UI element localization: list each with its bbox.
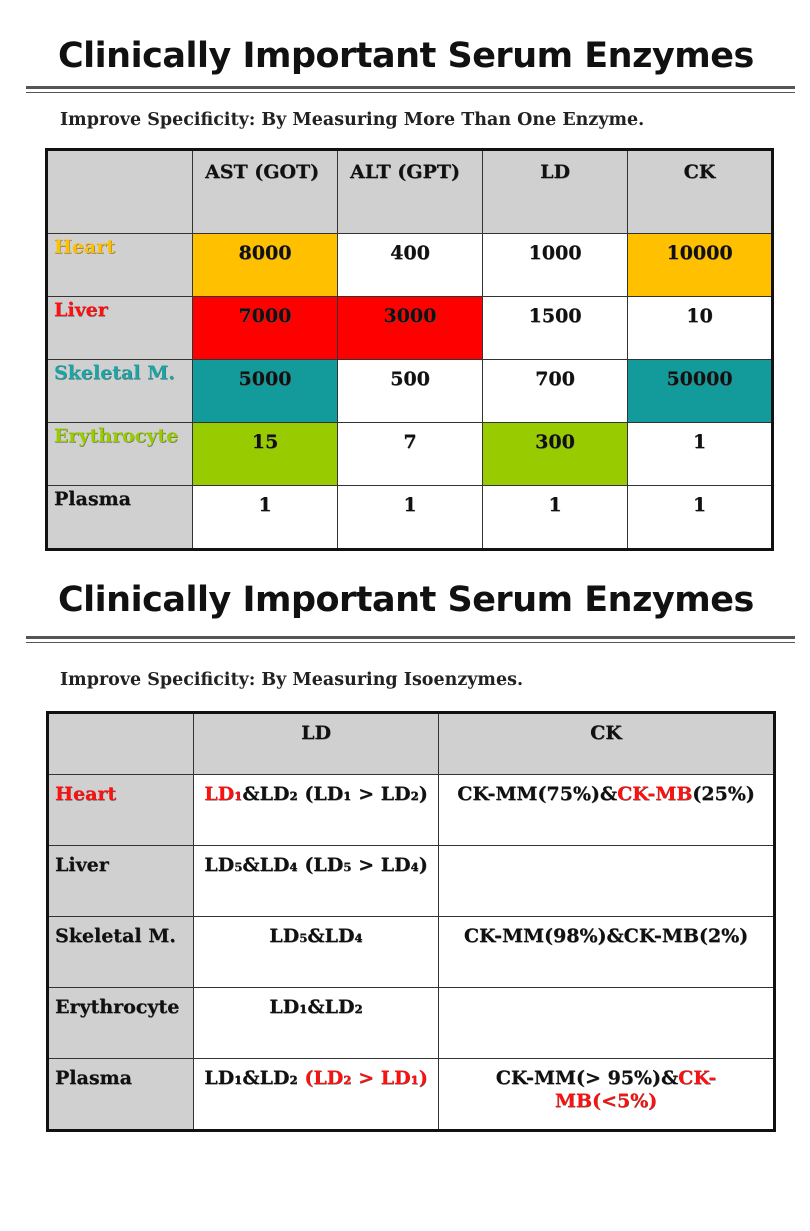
table-cell: 1: [192, 485, 338, 550]
row-label-skeletal: Skeletal M.: [47, 916, 194, 988]
table-cell: 5000: [192, 359, 338, 423]
column-header-ld: LD: [193, 712, 439, 775]
table-cell: 1: [627, 485, 773, 550]
table-cell-ld: LD₁&LD₂ (LD₁ > LD₂): [193, 774, 439, 846]
table-cell-ck: [438, 987, 775, 1059]
table-row: Heart 8000 400 1000 10000: [46, 233, 773, 297]
subtitle: Improve Specificity: By Measuring Isoenz…: [60, 670, 524, 690]
subtitle: Improve Specificity: By Measuring More T…: [60, 110, 645, 130]
isoenzyme-table: LD CK Heart LD₁&LD₂ (LD₁ > LD₂) CK-MM(75…: [46, 711, 776, 1132]
column-header-ck: CK: [627, 149, 773, 234]
table-cell: 8000: [192, 233, 338, 297]
title-underline: [26, 636, 795, 639]
title-underline-thin: [26, 642, 795, 643]
row-label-erythrocyte: Erythrocyte: [47, 987, 194, 1059]
table-cell: 400: [337, 233, 483, 297]
row-label-skeletal: Skeletal M.: [46, 359, 193, 423]
table-cell-ck: CK-MM(98%)&CK-MB(2%): [438, 916, 775, 988]
table-cell: 700: [482, 359, 628, 423]
row-label-liver: Liver: [46, 296, 193, 360]
table-row: Liver 7000 3000 1500 10: [46, 296, 773, 360]
table-cell: 10000: [627, 233, 773, 297]
column-header-ast: AST (GOT): [192, 149, 338, 234]
page-title: Clinically Important Serum Enzymes: [58, 580, 754, 620]
table-cell: 500: [337, 359, 483, 423]
table-cell: 1: [627, 422, 773, 486]
table-cell-ld: LD₁&LD₂: [193, 987, 439, 1059]
row-label-liver: Liver: [47, 845, 194, 917]
table-cell-ck: CK-MM(75%)&CK-MB(25%): [438, 774, 775, 846]
table-cell: 1: [482, 485, 628, 550]
table-cell: 3000: [337, 296, 483, 360]
header-corner: [47, 712, 194, 775]
table-cell: 1: [337, 485, 483, 550]
table-cell-ck: CK-MM(> 95%)&CK-MB(<5%): [438, 1058, 775, 1131]
table-header-row: AST (GOT) ALT (GPT) LD CK: [46, 149, 773, 234]
row-label-plasma: Plasma: [47, 1058, 194, 1131]
header-corner: [46, 149, 193, 234]
table-row: Plasma LD₁&LD₂ (LD₂ > LD₁) CK-MM(> 95%)&…: [47, 1058, 775, 1131]
table-cell-ld: LD₅&LD₄ (LD₅ > LD₄): [193, 845, 439, 917]
table-row: Heart LD₁&LD₂ (LD₁ > LD₂) CK-MM(75%)&CK-…: [47, 774, 775, 846]
table-cell: 15: [192, 422, 338, 486]
column-header-ck: CK: [438, 712, 775, 775]
row-label-heart: Heart: [46, 233, 193, 297]
table-cell-ld: LD₅&LD₄: [193, 916, 439, 988]
row-label-erythrocyte: Erythrocyte: [46, 422, 193, 486]
table-row: Skeletal M. 5000 500 700 50000: [46, 359, 773, 423]
table-cell: 50000: [627, 359, 773, 423]
row-label-heart: Heart: [47, 774, 194, 846]
table-cell: 7000: [192, 296, 338, 360]
table-cell: 1000: [482, 233, 628, 297]
table-header-row: LD CK: [47, 712, 775, 775]
column-header-alt: ALT (GPT): [337, 149, 483, 234]
table-cell: 1500: [482, 296, 628, 360]
table-row: Erythrocyte LD₁&LD₂: [47, 987, 775, 1059]
table-cell-ck: [438, 845, 775, 917]
enzyme-activity-table: AST (GOT) ALT (GPT) LD CK Heart 8000 400…: [45, 148, 774, 551]
title-underline-thin: [26, 92, 795, 93]
table-row: Erythrocyte 15 7 300 1: [46, 422, 773, 486]
column-header-ld: LD: [482, 149, 628, 234]
table-row: Plasma 1 1 1 1: [46, 485, 773, 550]
page-title: Clinically Important Serum Enzymes: [58, 36, 754, 76]
row-label-plasma: Plasma: [46, 485, 193, 550]
table-cell: 10: [627, 296, 773, 360]
table-cell: 7: [337, 422, 483, 486]
title-underline: [26, 86, 795, 89]
table-row: Skeletal M. LD₅&LD₄ CK-MM(98%)&CK-MB(2%): [47, 916, 775, 988]
table-cell-ld: LD₁&LD₂ (LD₂ > LD₁): [193, 1058, 439, 1131]
table-row: Liver LD₅&LD₄ (LD₅ > LD₄): [47, 845, 775, 917]
table-cell: 300: [482, 422, 628, 486]
